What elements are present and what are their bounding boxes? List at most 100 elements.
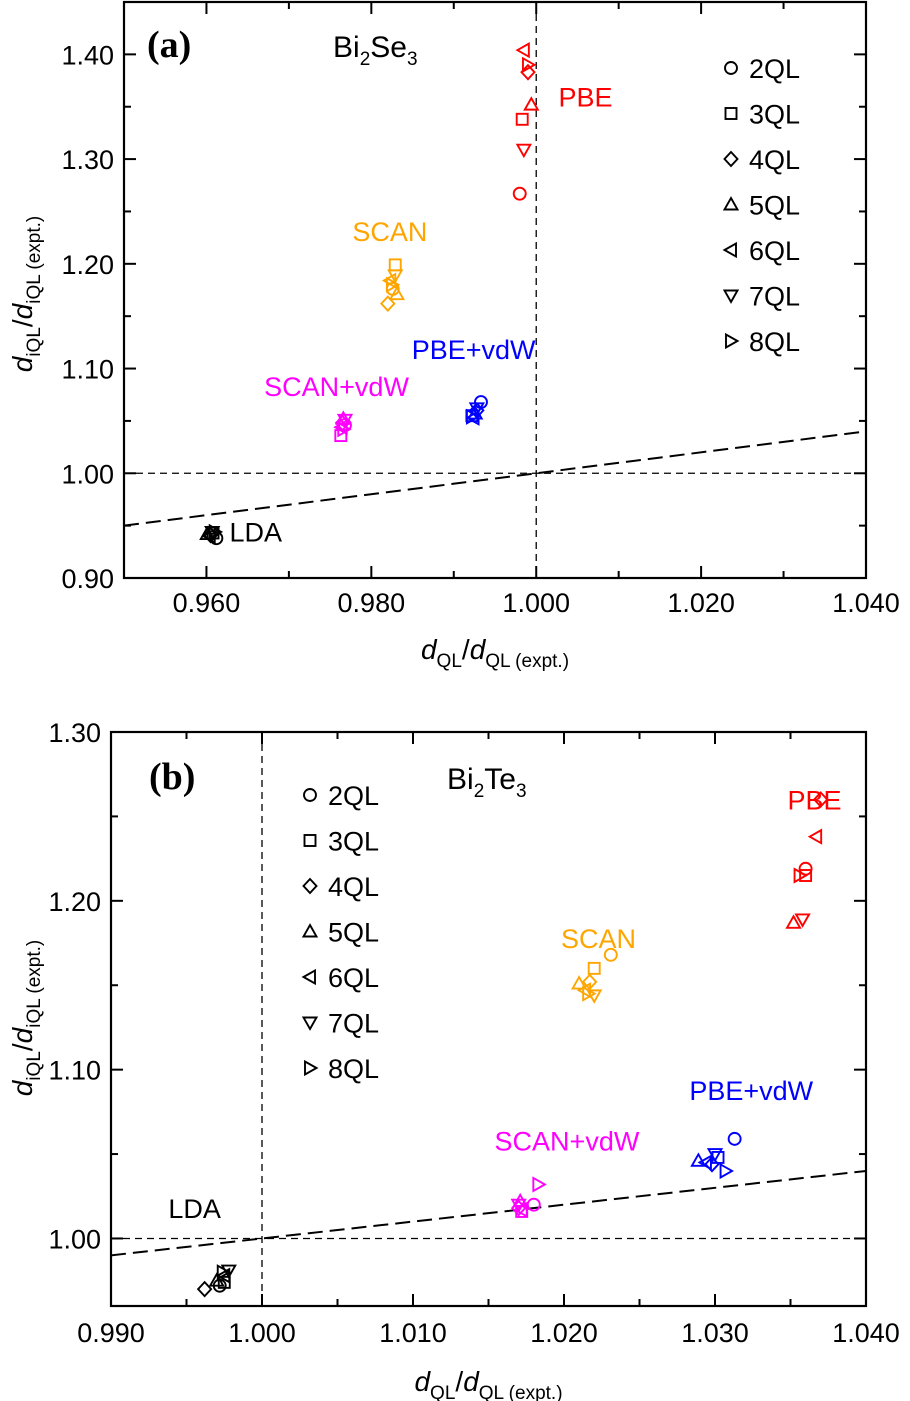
legend-marker-square <box>303 834 317 847</box>
legend-marker-triangle-left <box>722 241 737 259</box>
legend-marker-square <box>724 107 738 120</box>
y-tick-label: 1.30 <box>61 145 114 175</box>
data-point <box>208 523 224 541</box>
data-point <box>727 1131 742 1146</box>
legend-label: 7QL <box>749 282 800 312</box>
x-axis-title: dQL/dQL (expt.) <box>421 634 569 672</box>
series-label: SCAN <box>352 217 427 247</box>
data-point <box>465 408 481 425</box>
series-pbe: PBE <box>785 786 842 929</box>
data-point <box>380 295 396 313</box>
legend-marker-triangle-right <box>725 332 740 350</box>
y-tick-label: 1.00 <box>61 459 114 489</box>
data-point <box>388 285 406 301</box>
data-point <box>690 1152 707 1167</box>
data-point <box>522 56 537 73</box>
series-label: SCAN+vdW <box>264 372 409 402</box>
series-pbe-vdw: PBE+vdW <box>412 335 536 426</box>
data-point <box>196 1280 213 1298</box>
data-point <box>582 985 597 1002</box>
x-tick-label: 1.040 <box>832 588 900 618</box>
series-pbe-vdw: PBE+vdW <box>689 1076 814 1180</box>
data-point <box>570 975 588 990</box>
data-point <box>336 413 354 429</box>
legend-label: 4QL <box>749 145 800 175</box>
legend-label: 3QL <box>749 100 800 130</box>
data-point <box>385 276 401 293</box>
data-point <box>793 867 808 884</box>
series-label: LDA <box>230 517 283 547</box>
y-tick-label: 1.00 <box>48 1224 101 1254</box>
series-lda: LDA <box>199 517 283 547</box>
x-tick-label: 0.990 <box>77 1318 145 1348</box>
legend-label: 5QL <box>328 918 379 948</box>
series-pbe: PBE <box>512 42 613 201</box>
y-tick-label: 1.20 <box>61 250 114 280</box>
legend-label: 2QL <box>328 781 379 811</box>
legend-label: 2QL <box>749 54 800 84</box>
y-axis-title: diQL/diQL (expt.) <box>7 216 45 373</box>
data-point <box>208 1272 225 1287</box>
series-label: SCAN <box>561 924 636 954</box>
y-axis-title: diQL/diQL (expt.) <box>7 940 45 1097</box>
data-point <box>704 1155 720 1173</box>
y-tick-label: 1.40 <box>61 40 114 70</box>
series-lda: LDA <box>168 1194 237 1298</box>
x-axis-ticks: 0.960 0.980 1.000 1.020 1.040 <box>173 2 900 618</box>
panel-label: (b) <box>149 756 195 798</box>
x-tick-label: 1.020 <box>667 588 735 618</box>
data-point <box>387 269 404 284</box>
panel-a-chart: 0.960 0.980 1.000 1.020 1.040 0.90 1.00 1.10 1.2… <box>7 0 900 672</box>
y-axis-ticks: 1.00 1.10 1.20 1.30 <box>48 718 866 1254</box>
legend-marker-circle <box>724 61 738 75</box>
y-tick-label: 1.10 <box>48 1056 101 1086</box>
x-tick-label: 1.010 <box>379 1318 447 1348</box>
legend-label: 8QL <box>749 327 800 357</box>
material-label: Bi2Te3 <box>447 763 527 802</box>
y-tick-label: 1.20 <box>48 887 101 917</box>
series-scan: SCAN <box>352 217 427 313</box>
diagonal-reference-line <box>124 430 866 527</box>
panel-label: (a) <box>147 24 191 66</box>
x-tick-label: 1.000 <box>502 588 570 618</box>
series-label: PBE+vdW <box>689 1076 813 1106</box>
legend-label: 7QL <box>328 1009 379 1039</box>
x-tick-label: 1.030 <box>681 1318 749 1348</box>
series-label: PBE+vdW <box>412 335 536 365</box>
panel-b-chart: 0.990 1.000 1.010 1.020 1.030 1.0401.001.101.… <box>7 718 900 1401</box>
series-label: PBE <box>787 786 841 816</box>
data-point <box>220 1264 237 1279</box>
data-point <box>515 143 532 159</box>
x-axis-ticks: 0.990 1.000 1.010 1.020 1.030 1.040 <box>77 732 900 1348</box>
legend-label: 6QL <box>328 963 379 993</box>
legend-label: 6QL <box>749 236 800 266</box>
x-tick-label: 1.040 <box>832 1318 900 1348</box>
data-point <box>812 791 829 808</box>
data-point <box>216 1264 232 1281</box>
x-tick-label: 0.960 <box>173 588 241 618</box>
data-point <box>532 1176 547 1193</box>
legend-marker-triangle-left <box>301 968 316 986</box>
legend-marker-circle <box>303 788 317 802</box>
plot-frame <box>122 0 868 580</box>
x-axis-title: dQL/dQL (expt.) <box>414 1366 562 1401</box>
legend-label: 5QL <box>749 191 800 221</box>
x-tick-label: 0.980 <box>338 588 406 618</box>
data-point <box>603 947 618 962</box>
legend-marker-triangle-right <box>304 1059 319 1077</box>
data-point <box>706 1148 724 1163</box>
data-point <box>510 1198 527 1214</box>
legend-label: 8QL <box>328 1054 379 1084</box>
legend-marker-diamond <box>723 150 739 168</box>
y-tick-label: 1.30 <box>48 718 101 748</box>
data-point <box>587 961 601 975</box>
series-label: SCAN+vdW <box>495 1127 640 1157</box>
legend-marker-diamond <box>302 877 318 895</box>
data-point <box>526 1197 541 1212</box>
data-point <box>512 186 527 201</box>
data-point <box>515 42 530 59</box>
data-point <box>785 914 802 929</box>
legend-label: 3QL <box>328 827 379 857</box>
series-scan-vdw: SCAN+vdW <box>264 372 409 443</box>
